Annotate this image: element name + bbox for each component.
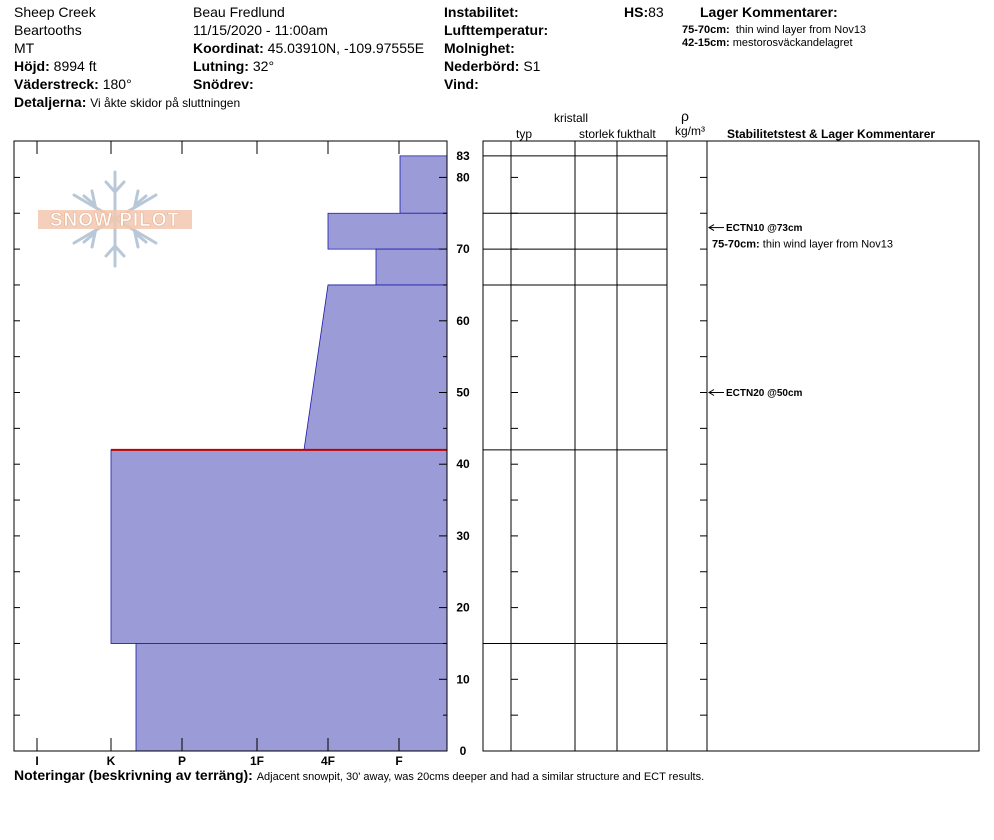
terrain-notes: Noteringar (beskrivning av terräng): Adj… (14, 767, 704, 785)
observer-name: Beau Fredlund (193, 4, 285, 20)
density-unit-header: kg/m³ (675, 124, 705, 138)
type-header: typ (516, 127, 533, 141)
depth-tick-label: 50 (456, 386, 470, 400)
notes-value: Adjacent snowpit, 30' away, was 20cms de… (256, 771, 705, 783)
coordinates: Koordinat: 45.03910N, -109.97555E (193, 40, 424, 56)
stability-test-label: ECTN10 @73cm (726, 223, 803, 234)
depth-tick-label: 80 (456, 170, 470, 184)
elevation-label: Höjd: (14, 58, 50, 74)
depth-tick-label: 20 (456, 601, 470, 615)
observation-datetime: 11/15/2020 - 11:00am (193, 22, 328, 38)
aspect-label: Väderstreck: (14, 76, 99, 92)
chart-frames: I K P 1F 4F F 0 10 20 30 40 50 60 70 80 83 ECTN10 @73cm E… (13, 140, 980, 768)
hs-label: HS: (624, 4, 649, 20)
profile-comment-text: thin wind layer from Nov13 (763, 239, 893, 251)
state-name: MT (14, 40, 35, 56)
hardness-layer (375, 248, 448, 286)
slope-angle: Lutning: 32° (193, 58, 274, 74)
hardness-tick-label: I (35, 754, 38, 768)
location-name: Sheep Creek (14, 4, 96, 20)
depth-tick-label: 0 (460, 744, 467, 758)
wind-label: Vind: (444, 76, 479, 92)
stability-test-arrowhead (708, 224, 715, 232)
stability-test-arrowhead (708, 389, 715, 396)
sky-cover-label: Molnighet: (444, 40, 515, 56)
details: Detaljerna: Vi åkte skidor på sluttninge… (14, 94, 240, 111)
depth-tick-label: 60 (456, 314, 470, 328)
coord-value: 45.03910N, -109.97555E (267, 40, 425, 56)
layer-comments-title: Lager Kommentarer: (700, 4, 838, 20)
drift-label: Snödrev: (193, 76, 254, 92)
aspect-value: 180° (102, 76, 132, 92)
size-header: storlek (579, 127, 615, 141)
stability-test-label: ECTN20 @50cm (726, 388, 803, 399)
snow-drift: Snödrev: (193, 76, 254, 92)
profile-comment-range: 75-70cm: (712, 239, 763, 251)
hardness-layer (135, 643, 448, 752)
aspect: Väderstreck: 180° (14, 76, 132, 92)
notes-label: Noteringar (beskrivning av terräng): (14, 767, 253, 783)
moisture-header: fukthalt (617, 127, 656, 141)
layer-comment-text: thin wind layer from Nov13 (735, 24, 867, 36)
layer-table-frame (482, 140, 980, 752)
elevation: Höjd: 8994 ft (14, 58, 96, 74)
hardness-tick-label: F (395, 754, 402, 768)
hardness-tick-label: 4F (321, 754, 335, 768)
snowpilot-logo: SNOW PILOT (38, 170, 192, 268)
hardness-layer (303, 284, 448, 451)
logo-text: SNOW PILOT (50, 210, 180, 231)
precip-value: S1 (523, 58, 541, 74)
depth-tick-label: 10 (456, 672, 470, 686)
slope-label: Lutning: (193, 58, 249, 74)
profile-frame (13, 140, 448, 752)
instability-label: Instabilitet: (444, 4, 519, 20)
precipitation: Nederbörd: S1 (444, 58, 540, 74)
layer-comment-range: 42-15cm: (682, 37, 730, 49)
details-value: Vi åkte skidor på sluttningen (90, 96, 241, 110)
snow-height-tick-label: 83 (456, 149, 470, 163)
slope-value: 32° (252, 58, 275, 74)
crystal-header: kristall (554, 111, 589, 125)
hardness-layer (110, 449, 448, 644)
layer-comment-1: 75-70cm: thin wind layer from Nov13 (682, 24, 866, 37)
hardness-tick-label: K (107, 754, 116, 768)
hardness-tick-label: 1F (250, 754, 264, 768)
air-temp-label: Lufttemperatur: (444, 22, 549, 38)
coord-label: Koordinat: (193, 40, 264, 56)
hs-value: 83 (648, 4, 664, 20)
layer-comment-text: mestorosväckandelagret (732, 37, 853, 49)
stability-header: Stabilitetstest & Lager Kommentarer (727, 127, 936, 141)
layer-comment-2: 42-15cm: mestorosväckandelagret (682, 37, 853, 50)
elevation-value: 8994 ft (53, 58, 97, 74)
hardness-layer (399, 155, 448, 214)
range-name: Beartooths (14, 22, 82, 38)
details-label: Detaljerna: (14, 94, 87, 110)
depth-tick-label: 30 (456, 529, 470, 543)
hardness-layer (327, 212, 448, 250)
hardness-profile (110, 155, 448, 752)
precip-label: Nederbörd: (444, 58, 520, 74)
depth-tick-label: 70 (456, 242, 470, 256)
depth-tick-label: 40 (456, 457, 470, 471)
layer-comment-range: 75-70cm: (682, 24, 730, 36)
hardness-tick-label: P (178, 754, 186, 768)
snow-height: HS:83 (624, 4, 664, 20)
rho-header: ρ (681, 108, 689, 124)
profile-comment: 75-70cm: thin wind layer from Nov13 (712, 239, 893, 251)
